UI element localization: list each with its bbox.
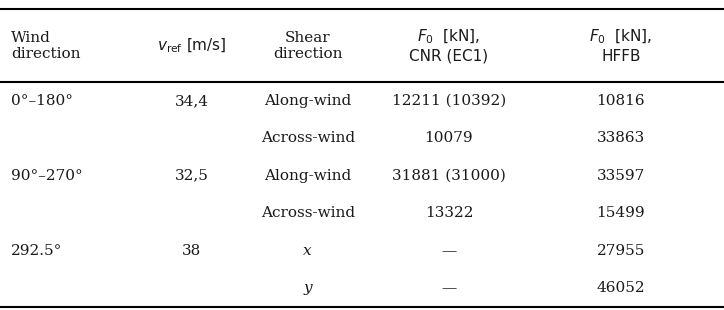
- Text: 34,4: 34,4: [175, 94, 209, 108]
- Text: Along-wind: Along-wind: [264, 169, 351, 183]
- Text: 10079: 10079: [424, 131, 473, 145]
- Text: Wind
direction: Wind direction: [11, 31, 80, 61]
- Text: —: —: [441, 244, 457, 258]
- Text: $F_0$  [kN],
CNR (EC1): $F_0$ [kN], CNR (EC1): [409, 28, 489, 64]
- Text: 46052: 46052: [597, 281, 645, 295]
- Text: 90°–270°: 90°–270°: [11, 169, 83, 183]
- Text: 33597: 33597: [597, 169, 645, 183]
- Text: Across-wind: Across-wind: [261, 131, 355, 145]
- Text: y: y: [303, 281, 312, 295]
- Text: Shear
direction: Shear direction: [273, 31, 342, 61]
- Text: x: x: [303, 244, 312, 258]
- Text: 12211 (10392): 12211 (10392): [392, 94, 506, 108]
- Text: 38: 38: [182, 244, 201, 258]
- Text: Across-wind: Across-wind: [261, 206, 355, 220]
- Text: 292.5°: 292.5°: [11, 244, 62, 258]
- Text: 10816: 10816: [597, 94, 645, 108]
- Text: 31881 (31000): 31881 (31000): [392, 169, 506, 183]
- Text: 0°–180°: 0°–180°: [11, 94, 73, 108]
- Text: —: —: [441, 281, 457, 295]
- Text: 33863: 33863: [597, 131, 645, 145]
- Text: 13322: 13322: [425, 206, 473, 220]
- Text: 27955: 27955: [597, 244, 645, 258]
- Text: Along-wind: Along-wind: [264, 94, 351, 108]
- Text: 15499: 15499: [597, 206, 645, 220]
- Text: $v_\mathrm{ref}$ [m/s]: $v_\mathrm{ref}$ [m/s]: [157, 37, 227, 55]
- Text: 32,5: 32,5: [175, 169, 209, 183]
- Text: $F_0$  [kN],
HFFB: $F_0$ [kN], HFFB: [589, 28, 652, 64]
